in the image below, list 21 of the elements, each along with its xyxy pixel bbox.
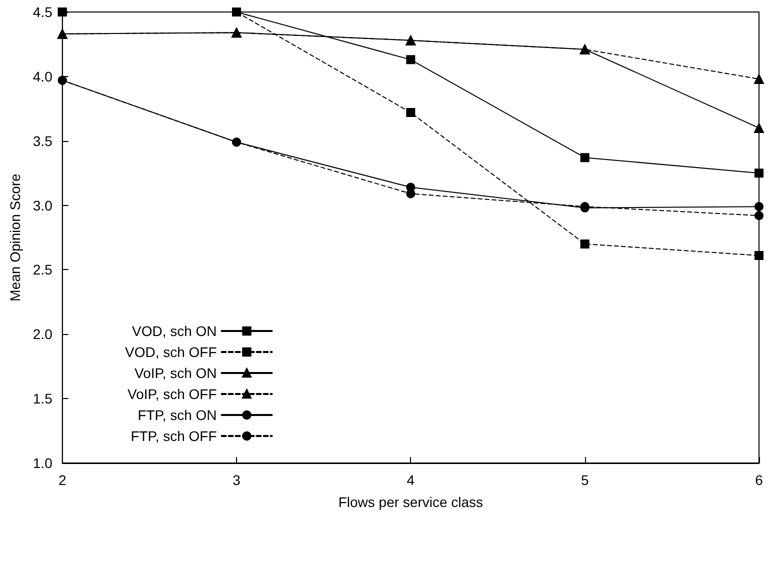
x-axis-title: Flows per service class: [338, 494, 484, 510]
x-tick-label: 2: [58, 472, 66, 488]
x-tick-label: 4: [406, 472, 415, 488]
y-tick-label: 2.5: [32, 262, 53, 278]
y-tick-label: 2.0: [32, 326, 53, 342]
y-tick-label: 3.0: [32, 197, 53, 214]
y-tick-label: 3.5: [32, 132, 53, 149]
y-tick-label: 4.5: [32, 4, 53, 20]
y-axis-title: Mean Opinion Score: [7, 173, 23, 302]
legend-label: VOD, sch ON: [132, 323, 217, 339]
x-tick-label: 6: [755, 472, 764, 488]
legend-label: VOD, sch OFF: [124, 344, 217, 360]
legend-label: VoIP, sch ON: [134, 365, 217, 381]
legend-label: VoIP, sch OFF: [128, 386, 217, 402]
legend-label: FTP, sch OFF: [130, 428, 217, 444]
y-tick-label: 1.0: [32, 455, 53, 471]
y-tick-label: 4.0: [32, 68, 53, 84]
y-tick-label: 1.5: [32, 390, 53, 407]
x-tick-label: 5: [580, 472, 589, 488]
x-tick-label: 3: [232, 472, 241, 488]
legend-label: FTP, sch ON: [138, 407, 217, 423]
